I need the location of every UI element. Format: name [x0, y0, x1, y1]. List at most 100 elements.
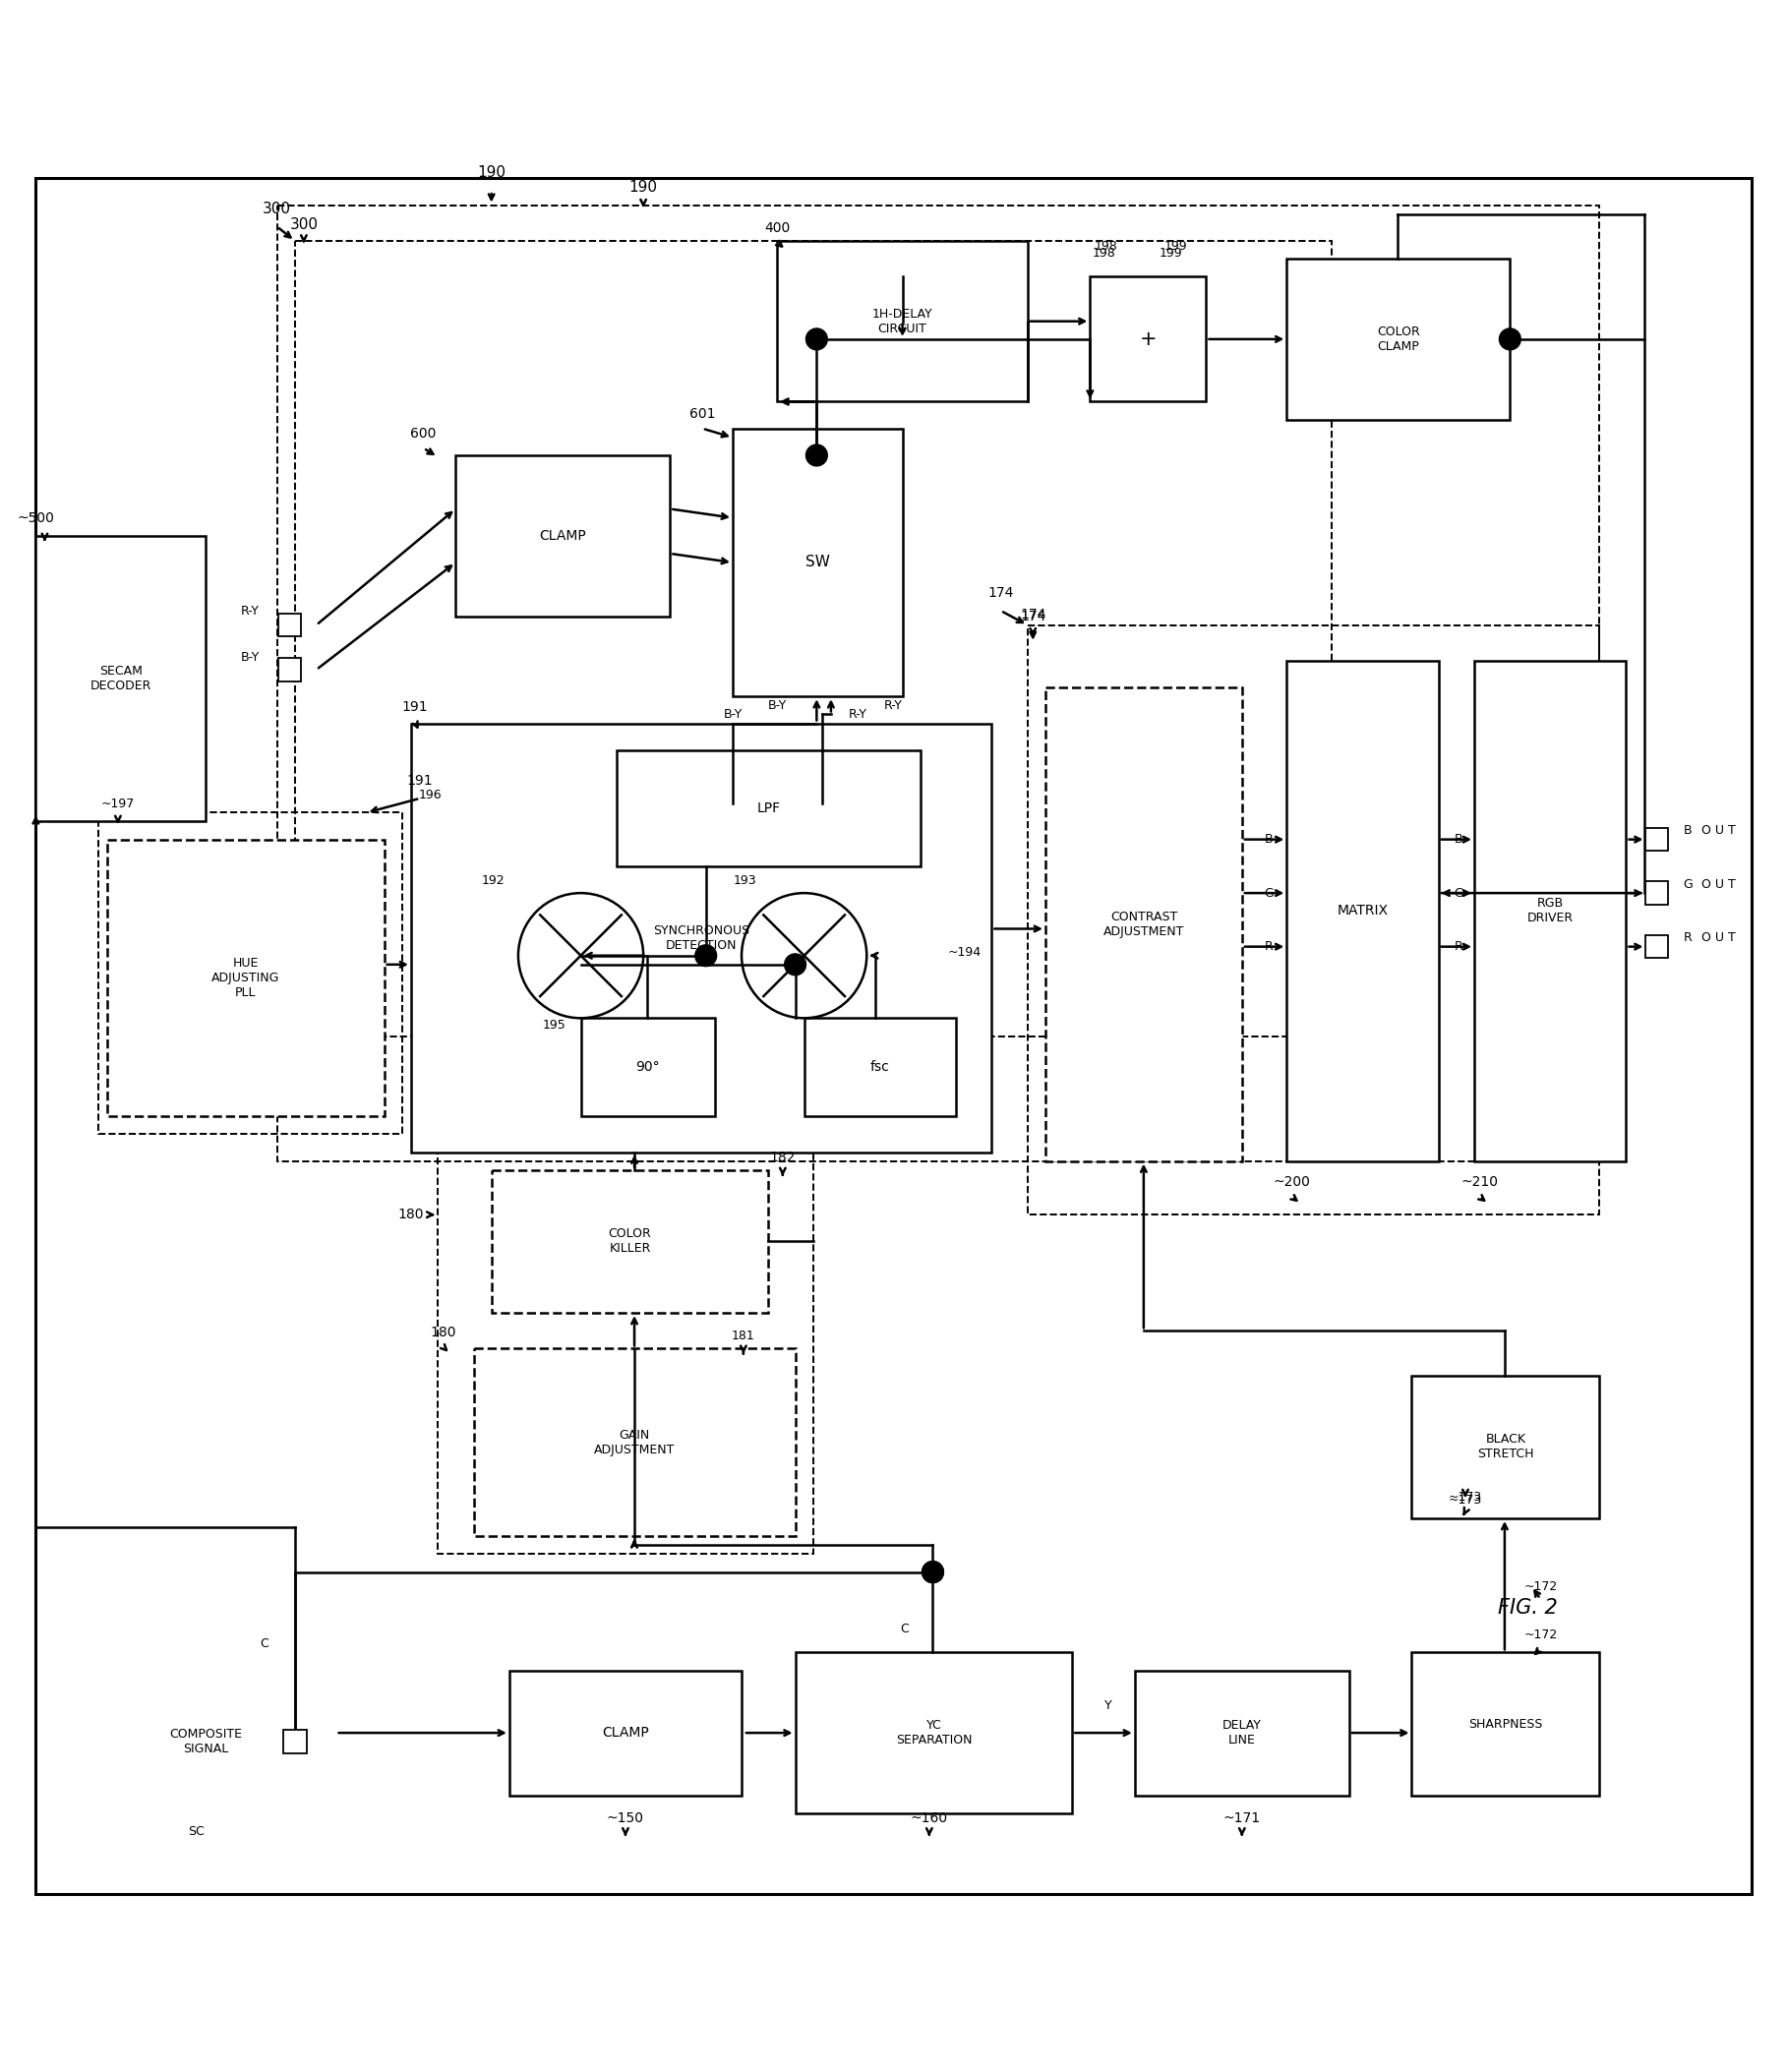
Text: G: G	[1263, 887, 1274, 899]
FancyBboxPatch shape	[1045, 688, 1242, 1160]
Text: FIG. 2: FIG. 2	[1498, 1598, 1558, 1618]
Text: ~172: ~172	[1524, 1629, 1556, 1641]
Text: O U T: O U T	[1701, 879, 1735, 891]
Text: R: R	[1265, 941, 1272, 953]
Circle shape	[922, 1562, 944, 1583]
Circle shape	[806, 445, 827, 466]
Text: 192: 192	[481, 874, 506, 887]
Text: R-Y: R-Y	[849, 709, 867, 721]
FancyBboxPatch shape	[1646, 934, 1669, 957]
Text: 400: 400	[765, 222, 790, 236]
Text: ~500: ~500	[18, 512, 54, 524]
Text: ~160: ~160	[911, 1811, 947, 1825]
Text: O U T: O U T	[1701, 930, 1735, 945]
FancyBboxPatch shape	[509, 1670, 742, 1796]
Text: 190: 190	[629, 180, 658, 195]
Text: B: B	[1265, 833, 1272, 845]
Text: 198: 198	[1092, 247, 1117, 259]
Text: 195: 195	[541, 1019, 566, 1032]
Text: ~173: ~173	[1449, 1494, 1481, 1506]
Text: 193: 193	[733, 874, 758, 887]
Text: 300: 300	[289, 218, 318, 232]
FancyBboxPatch shape	[279, 659, 300, 682]
Text: ~171: ~171	[1224, 1811, 1260, 1825]
FancyBboxPatch shape	[279, 613, 300, 636]
Text: COLOR
KILLER: COLOR KILLER	[608, 1229, 652, 1256]
Text: B: B	[1683, 825, 1692, 837]
Text: R: R	[1683, 930, 1692, 945]
Text: Y: Y	[1104, 1699, 1112, 1711]
FancyBboxPatch shape	[1646, 881, 1669, 905]
FancyBboxPatch shape	[491, 1171, 768, 1314]
FancyBboxPatch shape	[411, 723, 992, 1152]
Text: 601: 601	[690, 408, 715, 421]
Text: G: G	[1683, 879, 1692, 891]
Text: CONTRAST
ADJUSTMENT: CONTRAST ADJUSTMENT	[1103, 910, 1185, 939]
Circle shape	[695, 945, 717, 966]
FancyBboxPatch shape	[777, 240, 1028, 402]
FancyBboxPatch shape	[474, 1349, 795, 1535]
Text: ~173: ~173	[1449, 1490, 1481, 1504]
Text: 180: 180	[431, 1326, 456, 1339]
Circle shape	[784, 953, 806, 976]
Text: R: R	[1455, 941, 1462, 953]
Text: 181: 181	[731, 1330, 756, 1343]
Text: COMPOSITE
SIGNAL: COMPOSITE SIGNAL	[170, 1728, 241, 1755]
Text: SW: SW	[806, 555, 829, 570]
Text: BLACK
STRETCH: BLACK STRETCH	[1478, 1434, 1533, 1461]
Text: 174: 174	[988, 586, 1013, 599]
Text: SC: SC	[188, 1825, 206, 1838]
Text: RGB
DRIVER: RGB DRIVER	[1528, 897, 1573, 924]
Circle shape	[922, 1562, 944, 1583]
Text: ~172: ~172	[1524, 1581, 1556, 1593]
Text: B-Y: B-Y	[768, 698, 786, 713]
FancyBboxPatch shape	[1287, 259, 1510, 419]
Text: LPF: LPF	[756, 802, 781, 814]
Text: ~197: ~197	[102, 798, 134, 810]
Text: O U T: O U T	[1701, 825, 1735, 837]
Text: fsc: fsc	[870, 1061, 890, 1073]
Text: G: G	[1453, 887, 1464, 899]
FancyBboxPatch shape	[617, 750, 920, 866]
Text: CLAMP: CLAMP	[540, 528, 586, 543]
FancyBboxPatch shape	[1287, 661, 1439, 1160]
Text: 174: 174	[1020, 607, 1045, 622]
FancyBboxPatch shape	[581, 1017, 715, 1117]
Text: SYNCHRONOUS
DETECTION: SYNCHRONOUS DETECTION	[652, 924, 751, 951]
Text: SHARPNESS: SHARPNESS	[1469, 1718, 1542, 1730]
Text: C: C	[901, 1622, 908, 1635]
Text: GAIN
ADJUSTMENT: GAIN ADJUSTMENT	[593, 1430, 675, 1457]
Text: 300: 300	[263, 201, 291, 215]
Text: 191: 191	[402, 700, 427, 715]
Text: R-Y: R-Y	[885, 698, 902, 713]
Text: R-Y: R-Y	[241, 605, 259, 617]
FancyBboxPatch shape	[107, 839, 384, 1117]
Text: B-Y: B-Y	[724, 709, 742, 721]
FancyBboxPatch shape	[1646, 829, 1669, 852]
Text: 180: 180	[399, 1208, 424, 1222]
Text: 1H-DELAY
CIRCUIT: 1H-DELAY CIRCUIT	[872, 307, 933, 336]
Text: C: C	[261, 1637, 268, 1649]
Text: 600: 600	[411, 427, 436, 441]
Text: DELAY
LINE: DELAY LINE	[1222, 1720, 1262, 1747]
Circle shape	[1499, 329, 1521, 350]
FancyBboxPatch shape	[1474, 661, 1626, 1160]
Text: B: B	[1455, 833, 1462, 845]
Text: 196: 196	[418, 787, 443, 802]
FancyBboxPatch shape	[282, 1730, 307, 1753]
Text: 182: 182	[770, 1150, 795, 1164]
Text: 90°: 90°	[636, 1061, 659, 1073]
Text: 190: 190	[477, 166, 506, 180]
FancyBboxPatch shape	[36, 537, 206, 823]
Text: CLAMP: CLAMP	[602, 1726, 649, 1740]
FancyBboxPatch shape	[1090, 276, 1206, 402]
Text: ~194: ~194	[949, 945, 981, 959]
Text: B-Y: B-Y	[241, 651, 259, 663]
FancyBboxPatch shape	[795, 1653, 1072, 1813]
Text: YC
SEPARATION: YC SEPARATION	[895, 1720, 972, 1747]
Text: COLOR
CLAMP: COLOR CLAMP	[1376, 325, 1421, 352]
Text: 191: 191	[407, 773, 432, 787]
FancyBboxPatch shape	[1135, 1670, 1349, 1796]
Text: 199: 199	[1158, 247, 1183, 259]
FancyBboxPatch shape	[804, 1017, 956, 1117]
